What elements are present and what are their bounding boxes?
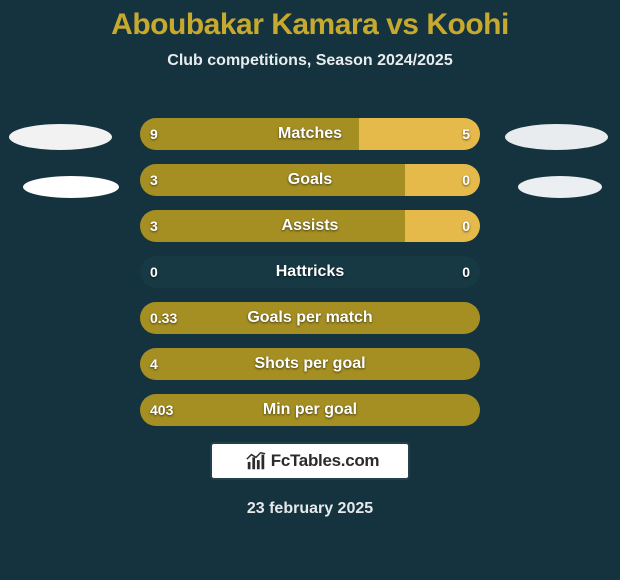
stat-fill-left (140, 118, 359, 150)
stat-row: Goals per match0.33 (0, 302, 620, 334)
stat-fill-right (405, 210, 480, 242)
stat-fill-left (140, 164, 405, 196)
stat-row: Shots per goal4 (0, 348, 620, 380)
stat-track (140, 256, 480, 288)
page-title: Aboubakar Kamara vs Koohi (0, 0, 620, 42)
stat-track (140, 302, 480, 334)
stat-row: Hattricks00 (0, 256, 620, 288)
decorative-ellipse (23, 176, 119, 198)
decorative-ellipse (518, 176, 602, 198)
stat-row: Assists30 (0, 210, 620, 242)
stat-track (140, 394, 480, 426)
date-text: 23 february 2025 (0, 500, 620, 518)
source-badge: FcTables.com (210, 442, 410, 480)
stat-fill-left (140, 302, 480, 334)
title-vs: vs (378, 8, 426, 41)
stat-track (140, 348, 480, 380)
stat-fill-right (405, 164, 480, 196)
stat-fill-left (140, 348, 480, 380)
stat-fill-left (140, 210, 405, 242)
player-2-name: Koohi (426, 8, 508, 41)
stat-track (140, 210, 480, 242)
player-1-name: Aboubakar Kamara (111, 8, 378, 41)
decorative-ellipse (505, 124, 608, 150)
stat-track (140, 118, 480, 150)
subtitle: Club competitions, Season 2024/2025 (0, 52, 620, 70)
stat-fill-right (359, 118, 480, 150)
stat-bars: Matches95Goals30Assists30Hattricks00Goal… (0, 118, 620, 440)
bar-chart-icon (245, 450, 267, 472)
decorative-ellipse (9, 124, 112, 150)
comparison-infographic: Aboubakar Kamara vs Koohi Club competiti… (0, 0, 620, 580)
stat-fill-left (140, 394, 480, 426)
stat-track (140, 164, 480, 196)
stat-row: Min per goal403 (0, 394, 620, 426)
source-badge-text: FcTables.com (271, 451, 380, 471)
